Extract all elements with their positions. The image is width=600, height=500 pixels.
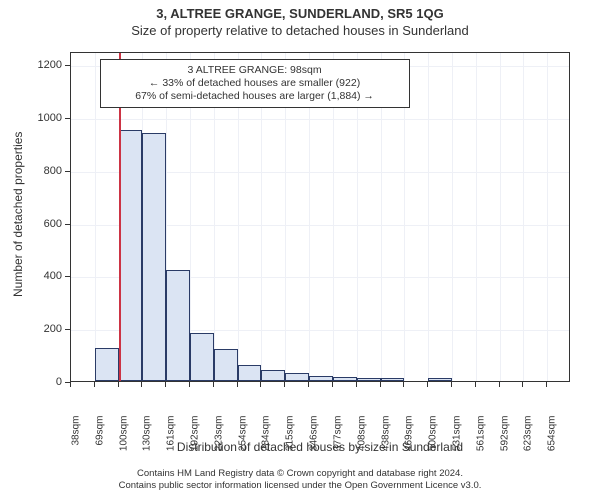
x-tick-mark	[70, 382, 71, 387]
x-tick-label: 284sqm	[261, 416, 272, 466]
x-tick-mark	[451, 382, 452, 387]
footer-line2: Contains public sector information licen…	[0, 480, 600, 492]
x-tick-mark	[475, 382, 476, 387]
histogram-bar	[214, 349, 238, 381]
x-tick-mark	[546, 382, 547, 387]
x-tick-label: 192sqm	[190, 416, 201, 466]
gridline-vertical	[476, 53, 477, 381]
x-tick-label: 438sqm	[380, 416, 391, 466]
x-tick-label: 161sqm	[166, 416, 177, 466]
x-tick-mark	[237, 382, 238, 387]
x-tick-label: 408sqm	[356, 416, 367, 466]
x-tick-label: 654sqm	[547, 416, 558, 466]
x-tick-label: 69sqm	[94, 416, 105, 466]
histogram-bar	[119, 130, 143, 381]
x-tick-label: 346sqm	[309, 416, 320, 466]
chart-title-line1: 3, ALTREE GRANGE, SUNDERLAND, SR5 1QG	[0, 0, 600, 21]
x-tick-mark	[403, 382, 404, 387]
histogram-bar	[333, 377, 357, 381]
x-tick-mark	[427, 382, 428, 387]
chart-container: 3, ALTREE GRANGE, SUNDERLAND, SR5 1QG Si…	[0, 0, 600, 500]
y-axis-label: Number of detached properties	[11, 137, 25, 297]
y-tick-label: 400	[26, 270, 62, 282]
histogram-bar	[261, 370, 285, 381]
gridline-vertical	[428, 53, 429, 381]
y-tick-label: 800	[26, 165, 62, 177]
histogram-bar	[142, 133, 166, 381]
x-tick-mark	[94, 382, 95, 387]
histogram-bar	[428, 378, 452, 381]
x-tick-label: 592sqm	[499, 416, 510, 466]
y-tick-mark	[65, 329, 70, 330]
x-tick-mark	[260, 382, 261, 387]
x-tick-mark	[332, 382, 333, 387]
y-tick-mark	[65, 224, 70, 225]
y-tick-label: 0	[26, 376, 62, 388]
y-tick-mark	[65, 276, 70, 277]
histogram-bar	[190, 333, 214, 381]
x-tick-mark	[189, 382, 190, 387]
chart-title-line2: Size of property relative to detached ho…	[0, 23, 600, 38]
footer-attribution: Contains HM Land Registry data © Crown c…	[0, 468, 600, 493]
x-tick-mark	[141, 382, 142, 387]
x-tick-label: 469sqm	[404, 416, 415, 466]
x-tick-mark	[356, 382, 357, 387]
x-tick-label: 561sqm	[475, 416, 486, 466]
histogram-bar	[309, 376, 333, 381]
x-tick-label: 223sqm	[213, 416, 224, 466]
histogram-bar	[285, 373, 309, 381]
gridline-vertical	[95, 53, 96, 381]
annotation-box: 3 ALTREE GRANGE: 98sqm← 33% of detached …	[100, 59, 410, 108]
x-tick-mark	[213, 382, 214, 387]
y-tick-label: 1200	[26, 59, 62, 71]
y-tick-label: 200	[26, 323, 62, 335]
gridline-vertical	[547, 53, 548, 381]
x-tick-label: 254sqm	[237, 416, 248, 466]
y-tick-mark	[65, 171, 70, 172]
y-tick-label: 1000	[26, 112, 62, 124]
gridline-horizontal	[71, 119, 569, 120]
histogram-bar	[238, 365, 262, 381]
x-tick-mark	[380, 382, 381, 387]
x-tick-label: 130sqm	[142, 416, 153, 466]
x-tick-label: 315sqm	[285, 416, 296, 466]
plot-area: 3 ALTREE GRANGE: 98sqm← 33% of detached …	[70, 52, 570, 382]
x-tick-label: 500sqm	[428, 416, 439, 466]
x-tick-label: 377sqm	[332, 416, 343, 466]
y-tick-label: 600	[26, 218, 62, 230]
y-tick-mark	[65, 65, 70, 66]
gridline-vertical	[523, 53, 524, 381]
gridline-vertical	[500, 53, 501, 381]
histogram-bar	[381, 378, 405, 381]
annotation-line2: ← 33% of detached houses are smaller (92…	[107, 77, 403, 90]
x-tick-label: 100sqm	[118, 416, 129, 466]
histogram-bar	[166, 270, 190, 381]
x-tick-mark	[118, 382, 119, 387]
gridline-vertical	[452, 53, 453, 381]
x-tick-mark	[165, 382, 166, 387]
annotation-line1: 3 ALTREE GRANGE: 98sqm	[107, 64, 403, 77]
x-tick-mark	[284, 382, 285, 387]
histogram-bar	[95, 348, 119, 381]
x-tick-mark	[308, 382, 309, 387]
annotation-line3: 67% of semi-detached houses are larger (…	[107, 90, 403, 103]
x-tick-label: 531sqm	[451, 416, 462, 466]
x-tick-mark	[499, 382, 500, 387]
footer-line1: Contains HM Land Registry data © Crown c…	[0, 468, 600, 480]
x-tick-label: 623sqm	[523, 416, 534, 466]
histogram-bar	[357, 378, 381, 381]
x-tick-mark	[522, 382, 523, 387]
x-tick-label: 38sqm	[71, 416, 82, 466]
y-tick-mark	[65, 118, 70, 119]
